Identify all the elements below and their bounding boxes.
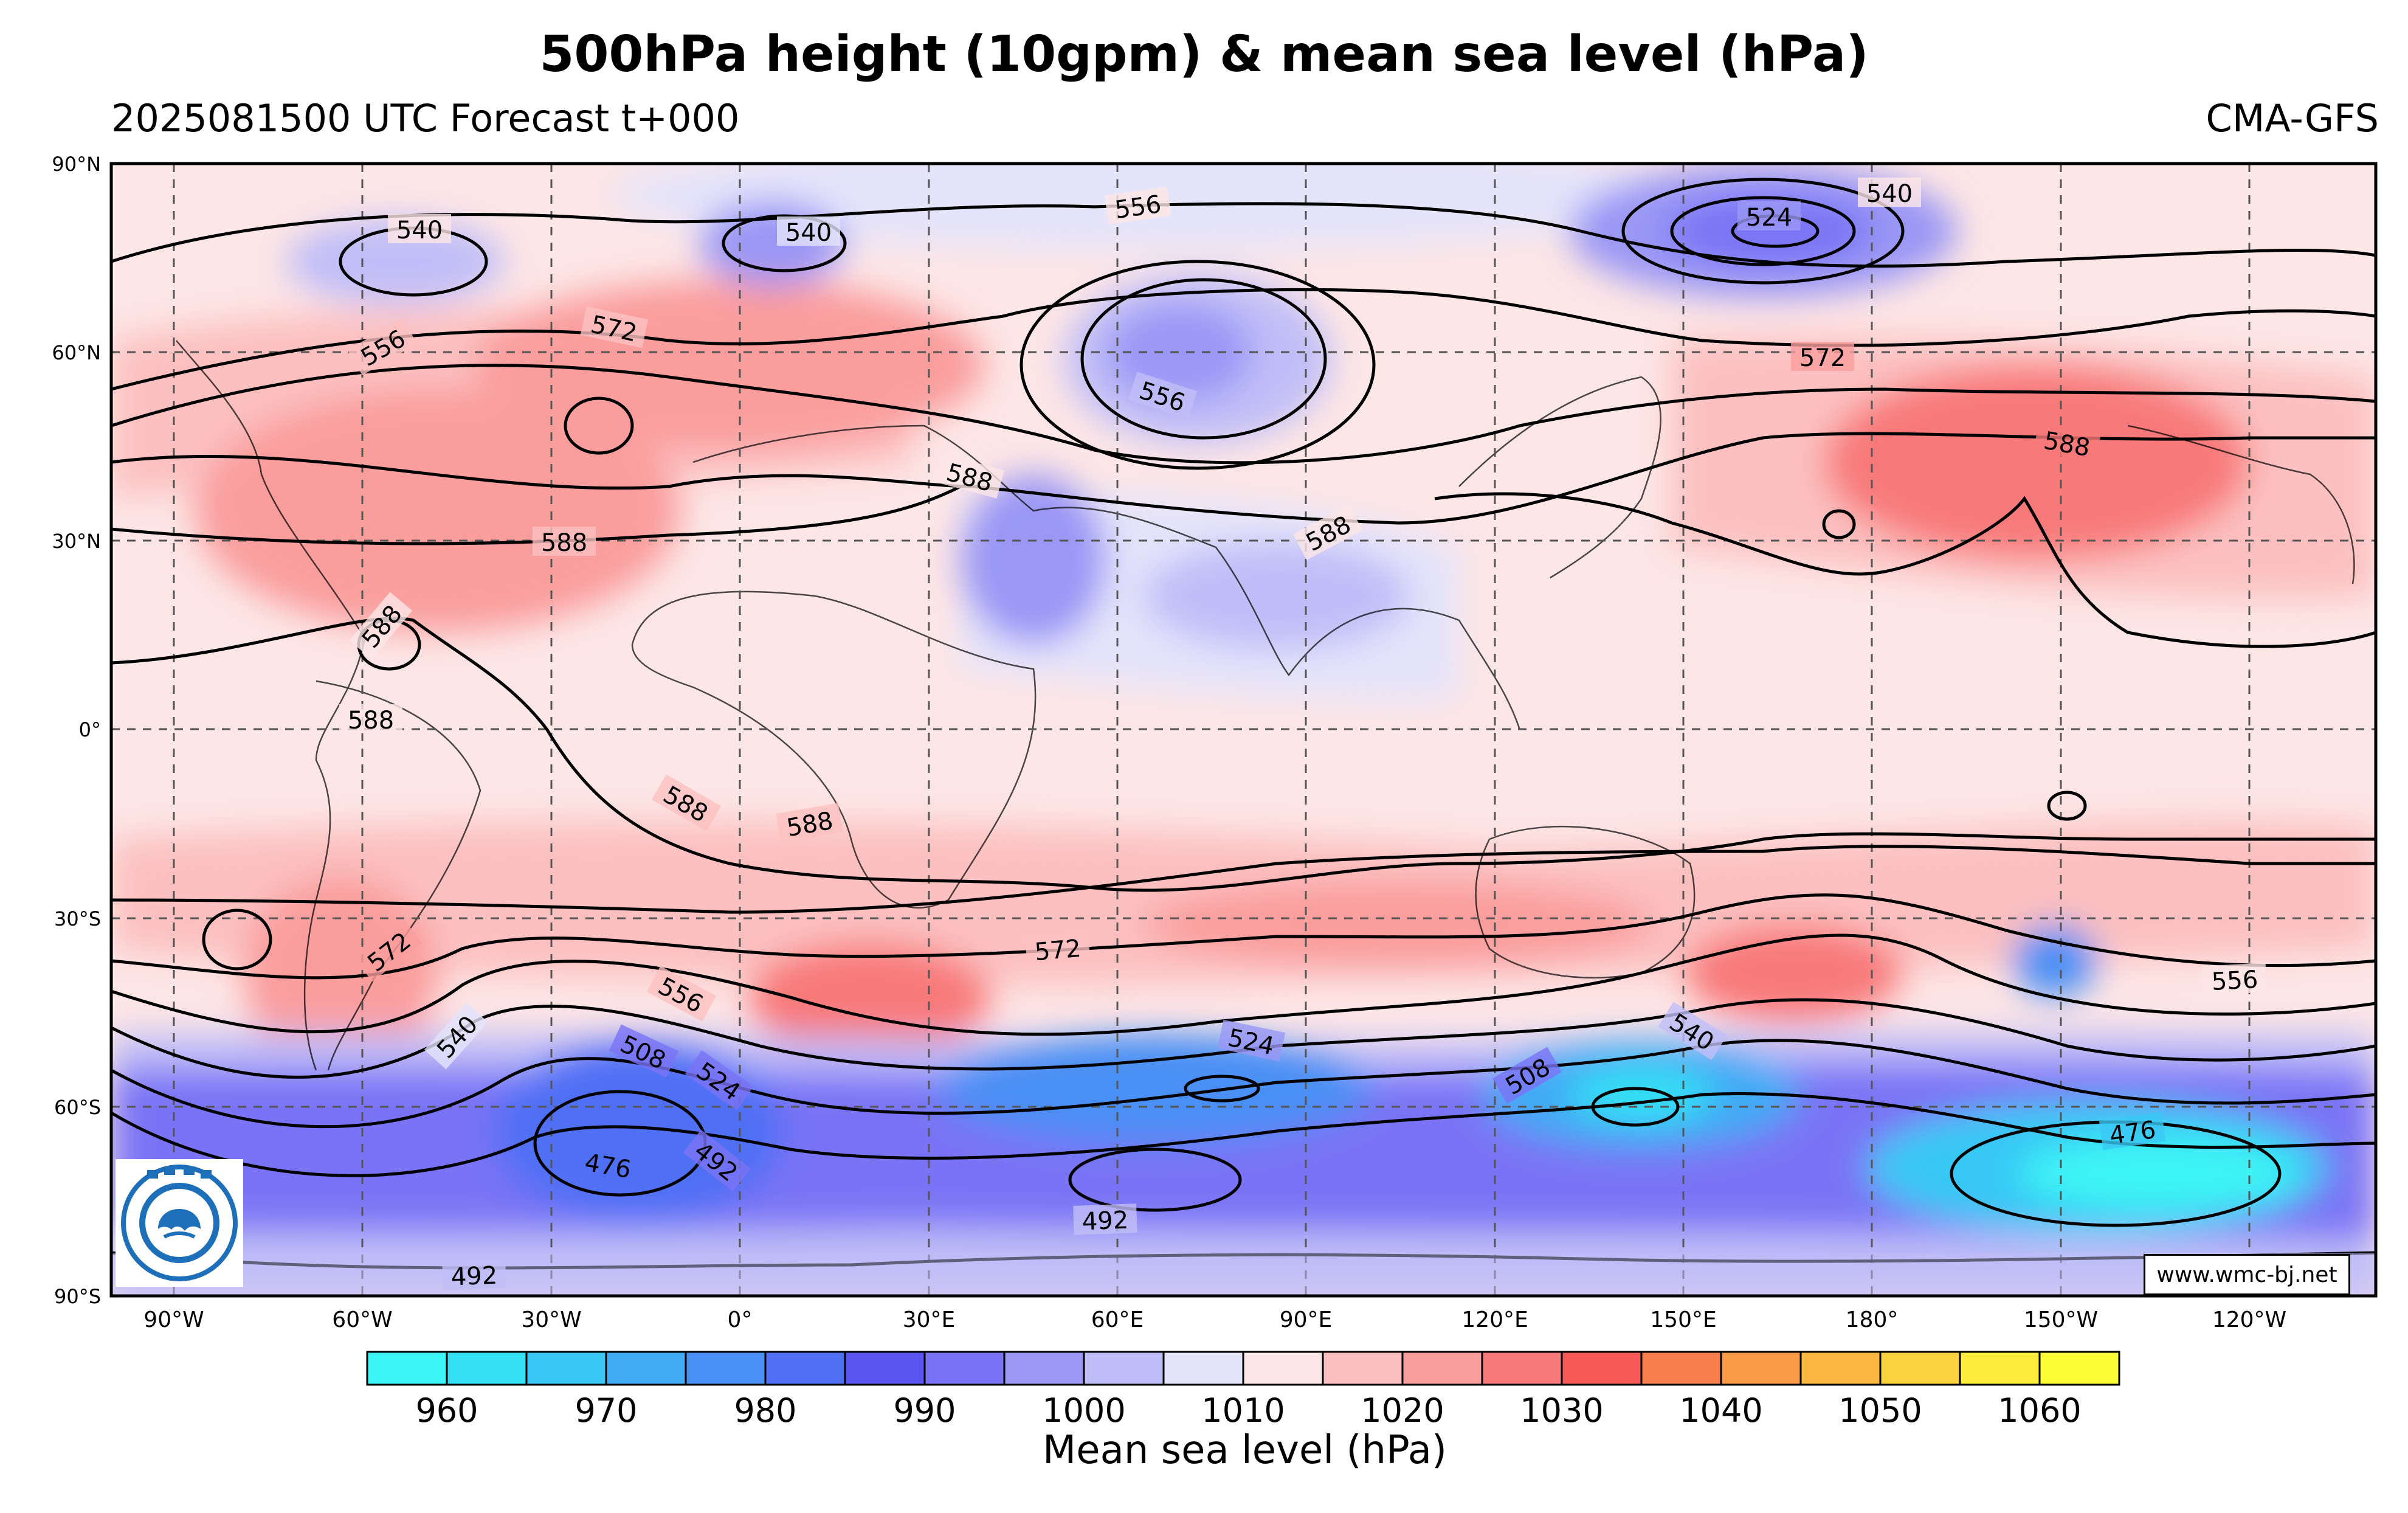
colorbar-tick-label: 1060 (1998, 1391, 2081, 1430)
lon-label: 90°W (143, 1307, 204, 1332)
colorbar-tick-label: 1010 (1201, 1391, 1285, 1430)
colorbar-swatch (525, 1351, 607, 1386)
latitude-labels: 90°N 60°N 30°N 0° 30°S 60°S 90°S (52, 153, 101, 1308)
contour-label: 476 (2108, 1116, 2158, 1150)
colorbar-swatch (1003, 1351, 1085, 1386)
colorbar-swatch (844, 1351, 926, 1386)
model-name-label: CMA-GFS (2206, 96, 2379, 140)
colorbar-swatch (366, 1351, 448, 1386)
colorbar-tick-label: 980 (734, 1391, 796, 1430)
lat-label: 60°N (52, 341, 101, 364)
lon-label: 120°W (2212, 1307, 2286, 1332)
colorbar-tick-label: 1020 (1361, 1391, 1444, 1430)
cma-logo-icon (116, 1159, 243, 1287)
colorbar-tick-label: 990 (893, 1391, 956, 1430)
colorbar-tick-label: 1000 (1042, 1391, 1125, 1430)
colorbar-swatch (1401, 1351, 1483, 1386)
colorbar-swatch (1162, 1351, 1244, 1386)
colorbar-swatch (923, 1351, 1006, 1386)
longitude-labels: 90°W 60°W 30°W 0° 30°E 60°E 90°E 120°E 1… (143, 1307, 2286, 1332)
lon-label: 180° (1846, 1307, 1899, 1332)
colorbar-tick-label: 1030 (1520, 1391, 1603, 1430)
colorbar-swatch (1879, 1351, 1961, 1386)
colorbar-tick-label: 1040 (1679, 1391, 1762, 1430)
lat-label: 0° (79, 718, 101, 741)
gridlines (111, 164, 2376, 1296)
colorbar-swatch (446, 1351, 528, 1386)
pressure-field (111, 164, 2376, 1296)
contour-label: 492 (1082, 1207, 1129, 1236)
colorbar-swatch (685, 1351, 767, 1386)
contour-labels: 540 540 556 524 540 572 556 556 572 588 … (339, 178, 2268, 1292)
map-frame (109, 162, 2378, 1298)
colorbar-tick-label: 1050 (1838, 1391, 1922, 1430)
lon-label: 150°W (2024, 1307, 2098, 1332)
lat-label: 90°N (52, 153, 101, 176)
lon-label: 60°W (332, 1307, 392, 1332)
colorbar-swatch (1720, 1351, 1802, 1386)
colorbar-swatch (1640, 1351, 1722, 1386)
contour-label: 540 (396, 216, 443, 244)
colorbar-swatch (1242, 1351, 1324, 1386)
colorbar-tick-labels: 960 970 980 990 1000 1010 1020 1030 1040… (415, 1391, 2081, 1430)
lon-label: 120°E (1461, 1307, 1528, 1332)
contour-label: 572 (1033, 935, 1082, 966)
lon-label: 90°E (1280, 1307, 1333, 1332)
lat-label: 30°N (52, 530, 101, 553)
lon-label: 30°W (521, 1307, 581, 1332)
colorbar-swatch (1083, 1351, 1165, 1386)
colorbar-swatch (764, 1351, 846, 1386)
colorbar-swatch (1561, 1351, 1643, 1386)
colorbar-swatch (605, 1351, 687, 1386)
contour-label: 588 (348, 707, 394, 735)
forecast-time-label: 2025081500 UTC Forecast t+000 (111, 96, 740, 140)
lon-label: 150°E (1650, 1307, 1716, 1332)
colorbar-swatch (1322, 1351, 1404, 1386)
colorbar-swatch (2038, 1351, 2120, 1386)
lat-label: 90°S (54, 1285, 101, 1308)
colorbar-tick-label: 960 (415, 1391, 478, 1430)
contour-label: 492 (450, 1262, 498, 1292)
contour-label: 556 (2211, 966, 2259, 996)
contour-label: 540 (785, 219, 832, 247)
lon-label: 0° (728, 1307, 753, 1332)
lon-label: 30°E (903, 1307, 956, 1332)
lon-label: 60°E (1091, 1307, 1144, 1332)
contour-label: 572 (1799, 344, 1846, 372)
chart-title: 500hPa height (10gpm) & mean sea level (… (539, 26, 1869, 83)
website-label: www.wmc-bj.net (2144, 1254, 2350, 1295)
lat-label: 60°S (54, 1096, 101, 1119)
colorbar-swatch (1481, 1351, 1563, 1386)
contour-label: 524 (1746, 204, 1792, 232)
contour-label: 540 (1866, 180, 1913, 208)
colorbar-swatch (1959, 1351, 2041, 1386)
contour-label: 588 (541, 529, 587, 557)
colorbar (366, 1351, 2120, 1386)
colorbar-tick-label: 970 (574, 1391, 637, 1430)
colorbar-title: Mean sea level (hPa) (1043, 1428, 1447, 1473)
contour-label: 556 (1113, 190, 1163, 224)
lat-label: 30°S (54, 907, 101, 930)
colorbar-swatch (1799, 1351, 1882, 1386)
